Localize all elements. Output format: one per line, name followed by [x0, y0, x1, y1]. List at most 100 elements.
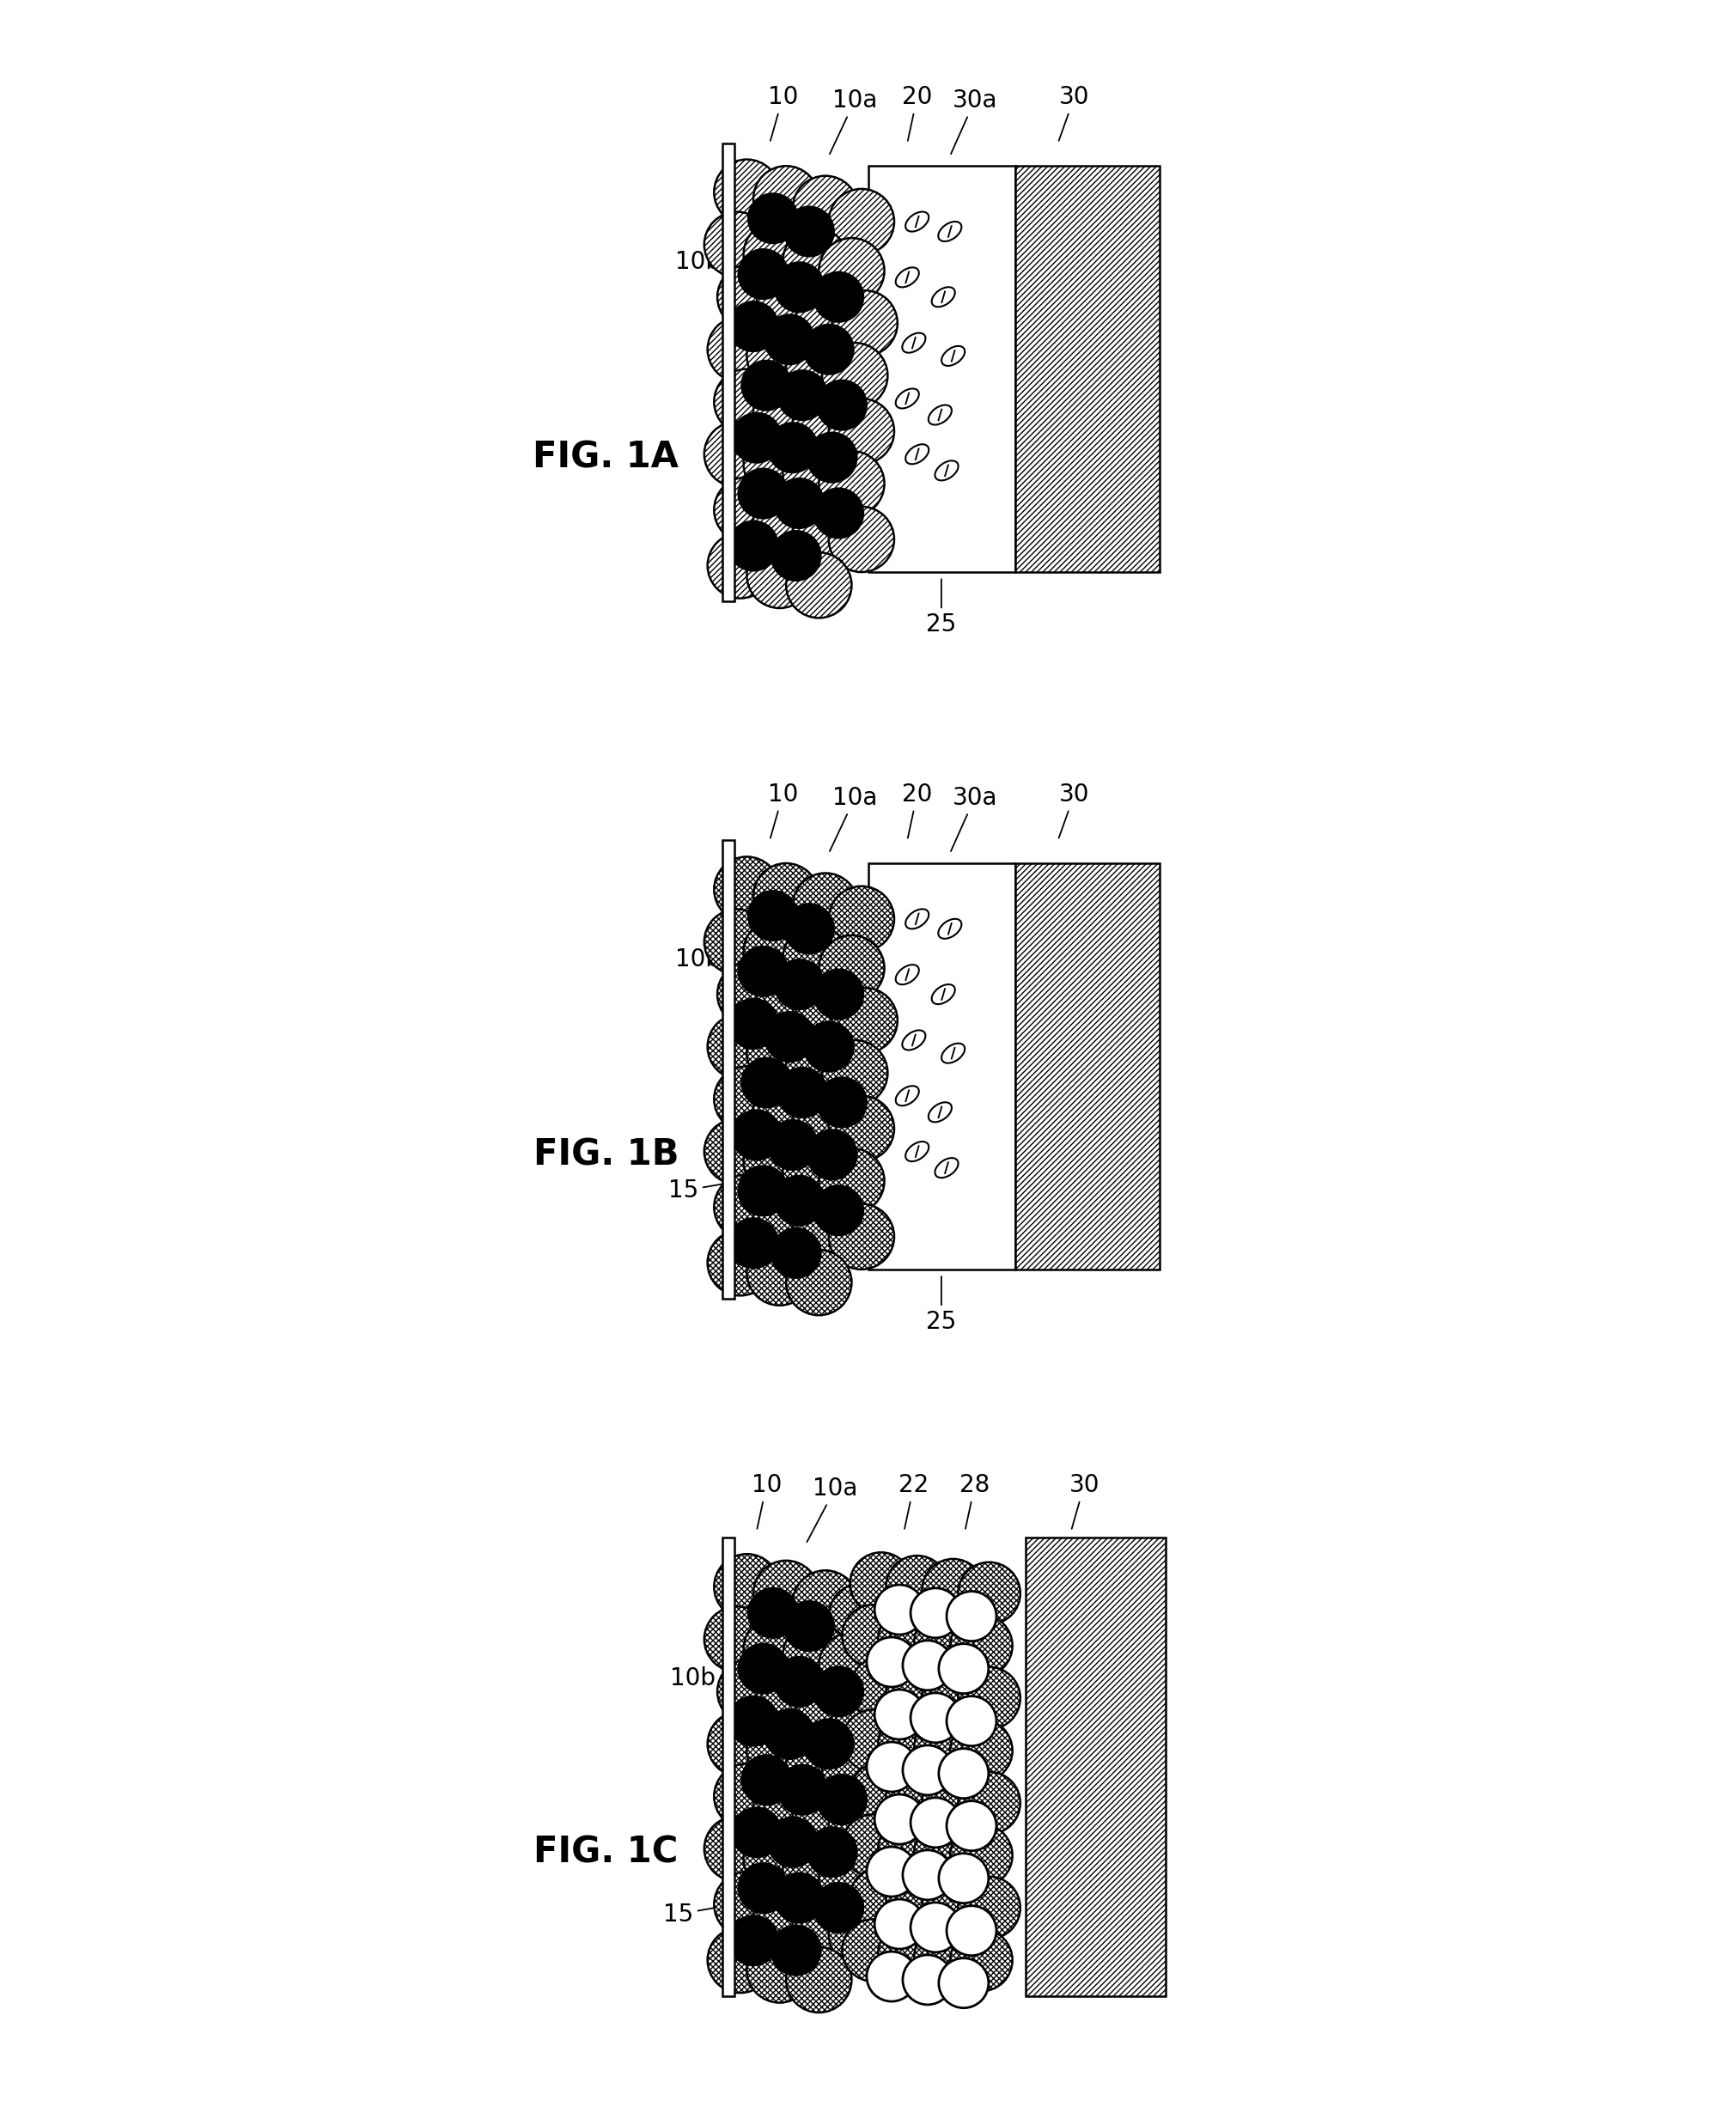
Circle shape [828, 1583, 894, 1648]
Circle shape [922, 1874, 984, 1936]
Circle shape [717, 1659, 783, 1724]
Text: 25: 25 [927, 579, 957, 636]
Text: 28: 28 [960, 1473, 990, 1528]
Circle shape [767, 423, 818, 473]
Circle shape [748, 892, 799, 940]
Circle shape [807, 1130, 858, 1179]
Text: 10: 10 [767, 85, 799, 142]
Circle shape [778, 1067, 828, 1118]
Circle shape [743, 1616, 809, 1682]
Circle shape [708, 1230, 773, 1295]
Circle shape [939, 1853, 988, 1904]
Text: FIG. 1A: FIG. 1A [533, 440, 679, 475]
Circle shape [741, 1059, 792, 1107]
Circle shape [818, 380, 866, 429]
Circle shape [778, 370, 828, 420]
Circle shape [738, 947, 788, 995]
Circle shape [819, 239, 884, 304]
Circle shape [746, 1718, 812, 1783]
Circle shape [783, 1836, 849, 1902]
Circle shape [793, 1086, 858, 1152]
Circle shape [778, 1764, 828, 1815]
Circle shape [819, 1147, 884, 1213]
Circle shape [851, 1866, 911, 1929]
Text: 15: 15 [663, 1902, 731, 1927]
Circle shape [804, 1720, 854, 1769]
Circle shape [946, 1591, 996, 1642]
Circle shape [774, 959, 825, 1010]
Circle shape [814, 488, 863, 539]
Circle shape [738, 1166, 788, 1215]
Circle shape [753, 1183, 819, 1249]
Circle shape [851, 1553, 911, 1614]
Circle shape [785, 904, 833, 953]
Text: 10a: 10a [807, 1477, 858, 1542]
Ellipse shape [906, 211, 929, 232]
Ellipse shape [932, 287, 955, 306]
Ellipse shape [896, 1086, 918, 1105]
Circle shape [903, 1955, 953, 2005]
Circle shape [828, 1794, 894, 1859]
Text: FIG. 1B: FIG. 1B [533, 1137, 679, 1173]
Circle shape [911, 1798, 960, 1847]
Circle shape [786, 334, 852, 399]
Circle shape [842, 1604, 904, 1667]
Circle shape [903, 1851, 953, 1900]
Circle shape [851, 1762, 911, 1824]
Circle shape [783, 925, 849, 991]
Circle shape [753, 486, 819, 551]
Ellipse shape [929, 406, 951, 425]
Circle shape [814, 970, 863, 1018]
Circle shape [819, 1845, 884, 1910]
Circle shape [866, 1638, 917, 1686]
Text: 20: 20 [903, 782, 932, 839]
Circle shape [705, 909, 769, 974]
Circle shape [783, 1139, 849, 1204]
Ellipse shape [906, 444, 929, 465]
Circle shape [939, 1750, 988, 1798]
Circle shape [738, 249, 788, 298]
Circle shape [786, 1249, 852, 1314]
Circle shape [753, 1881, 819, 1946]
Circle shape [708, 1014, 773, 1080]
Circle shape [757, 968, 823, 1033]
Circle shape [828, 188, 894, 254]
Circle shape [915, 1612, 976, 1673]
Circle shape [804, 1023, 854, 1071]
Bar [1016, 167, 1160, 573]
Circle shape [753, 1773, 819, 1838]
Circle shape [915, 1821, 976, 1883]
Circle shape [771, 530, 821, 581]
Circle shape [819, 936, 884, 1002]
Text: FIG. 1C: FIG. 1C [533, 1834, 679, 1870]
Ellipse shape [929, 1103, 951, 1122]
Circle shape [793, 1891, 858, 1957]
Circle shape [866, 1741, 917, 1792]
Ellipse shape [903, 1031, 925, 1050]
Circle shape [757, 1665, 823, 1731]
Text: 10b: 10b [675, 947, 760, 972]
Text: 10: 10 [752, 1473, 781, 1528]
Circle shape [832, 987, 898, 1052]
Circle shape [785, 207, 833, 256]
Circle shape [741, 1756, 792, 1805]
Circle shape [911, 1693, 960, 1743]
Circle shape [866, 1847, 917, 1897]
Circle shape [828, 507, 894, 573]
Circle shape [818, 1775, 866, 1824]
Ellipse shape [932, 985, 955, 1004]
Circle shape [793, 175, 858, 241]
Circle shape [764, 1012, 814, 1061]
Circle shape [753, 864, 819, 930]
Ellipse shape [896, 966, 918, 985]
Circle shape [911, 1902, 960, 1952]
Circle shape [786, 1946, 852, 2012]
Circle shape [746, 543, 812, 609]
Circle shape [713, 370, 779, 435]
Circle shape [743, 1826, 809, 1891]
Circle shape [764, 1709, 814, 1758]
Circle shape [946, 1800, 996, 1851]
Circle shape [832, 1684, 898, 1750]
Circle shape [767, 1120, 818, 1171]
Circle shape [922, 1559, 984, 1621]
